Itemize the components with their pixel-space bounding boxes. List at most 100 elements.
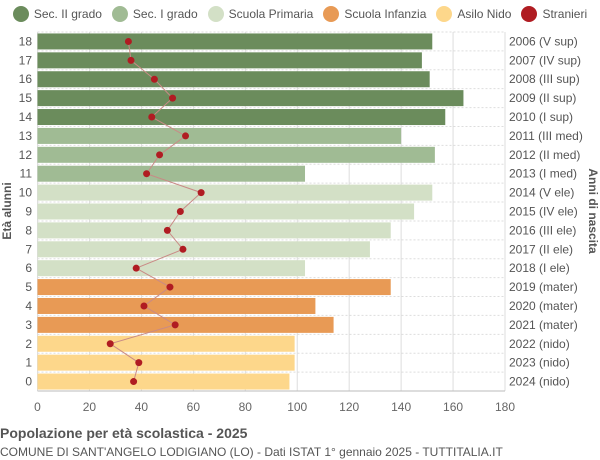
stranieri-point [132,264,140,272]
y-tick-label: 6 [25,261,32,275]
stranieri-point [179,245,187,253]
stranieri-point [156,151,164,159]
y-tick-label: 9 [25,205,32,219]
birth-year-label: 2009 (II sup) [509,91,576,105]
y-tick-label: 15 [19,91,33,105]
y-axis-title-right: Anni di nascita [586,168,600,254]
legend-label: Stranieri [542,7,588,21]
y-tick-label: 8 [25,223,32,237]
y-tick-label: 13 [19,129,33,143]
birth-year-label: 2010 (I sup) [509,110,573,124]
bar [37,297,316,314]
stranieri-point [106,340,114,348]
legend-swatch [521,6,538,22]
stranieri-point [163,226,171,234]
y-tick-label: 4 [25,299,32,313]
bar [37,335,295,352]
x-tick-label: 180 [495,400,515,414]
stranieri-point [148,113,156,121]
birth-year-label: 2017 (II ele) [509,242,573,256]
x-tick-label: 0 [34,400,41,414]
bar [37,90,464,107]
bar [37,52,422,69]
legend-swatch [207,6,224,22]
legend-item[interactable]: Sec. II grado [12,6,102,22]
x-tick-label: 160 [443,400,463,414]
x-tick-label: 100 [287,400,307,414]
legend-label: Scuola Primaria [228,7,314,21]
birth-year-label: 2024 (nido) [509,375,570,389]
y-tick-label: 14 [19,110,33,124]
legend-swatch [12,6,29,22]
birth-year-label: 2022 (nido) [509,337,570,351]
legend-label: Sec. II grado [33,7,102,21]
y-tick-label: 10 [19,186,33,200]
bar [37,203,415,220]
y-tick-label: 5 [25,280,32,294]
stranieri-point [197,189,205,197]
stranieri-point [135,359,143,367]
x-tick-label: 120 [339,400,359,414]
legend-swatch [436,6,453,22]
birth-year-label: 2020 (mater) [509,299,578,313]
bar [37,33,433,50]
y-tick-label: 18 [19,34,33,48]
birth-year-label: 2007 (IV sup) [509,53,581,67]
bar [37,241,370,258]
legend-item[interactable]: Sec. I grado [111,6,198,22]
legend-swatch [111,6,128,22]
stranieri-point [182,132,190,140]
birth-year-label: 2016 (III ele) [509,223,576,237]
stranieri-point [176,208,184,215]
y-tick-label: 0 [25,375,32,389]
legend-label: Scuola Infanzia [344,7,427,21]
stranieri-point [143,170,151,178]
y-tick-label: 12 [19,148,33,162]
legend-item[interactable]: Asilo Nido [436,6,511,22]
birth-year-label: 2019 (mater) [509,280,578,294]
stranieri-point [130,378,138,386]
x-tick-label: 140 [391,400,411,414]
bar [37,71,430,88]
birth-year-label: 2008 (III sup) [509,72,580,86]
y-tick-label: 17 [19,53,33,67]
chart-subtitle: COMUNE DI SANT'ANGELO LODIGIANO (LO) - D… [0,445,503,459]
birth-year-label: 2006 (V sup) [509,34,578,48]
y-tick-label: 7 [25,242,32,256]
bar [37,260,306,277]
birth-year-label: 2018 (I ele) [509,261,570,275]
y-tick-label: 3 [25,318,32,332]
bar [37,222,391,239]
x-tick-label: 60 [187,400,201,414]
stranieri-point [166,283,174,291]
legend-item[interactable]: Scuola Primaria [207,6,314,22]
bar [37,373,290,390]
bar [37,316,334,333]
bar [37,146,435,163]
stranieri-point [169,94,177,102]
y-tick-label: 2 [25,337,32,351]
bar [37,279,391,296]
birth-year-label: 2014 (V ele) [509,186,574,200]
stranieri-point [127,56,135,64]
legend-item[interactable]: Scuola Infanzia [323,6,426,22]
stranieri-point [171,321,179,329]
bar [37,127,402,144]
x-tick-label: 20 [83,400,97,414]
legend-item[interactable]: Stranieri [521,6,587,22]
chart-title: Popolazione per età scolastica - 2025 [0,425,248,441]
legend-swatch [323,6,340,22]
birth-year-label: 2023 (nido) [509,356,570,370]
bar [37,184,433,201]
stranieri-point [140,302,148,310]
y-axis-title: Età alunni [0,182,14,239]
x-tick-label: 40 [135,400,149,414]
bar [37,165,306,182]
bar [37,354,295,371]
birth-year-label: 2015 (IV ele) [509,205,578,219]
birth-year-label: 2021 (mater) [509,318,578,332]
birth-year-label: 2012 (II med) [509,148,580,162]
birth-year-label: 2011 (III med) [509,129,583,143]
